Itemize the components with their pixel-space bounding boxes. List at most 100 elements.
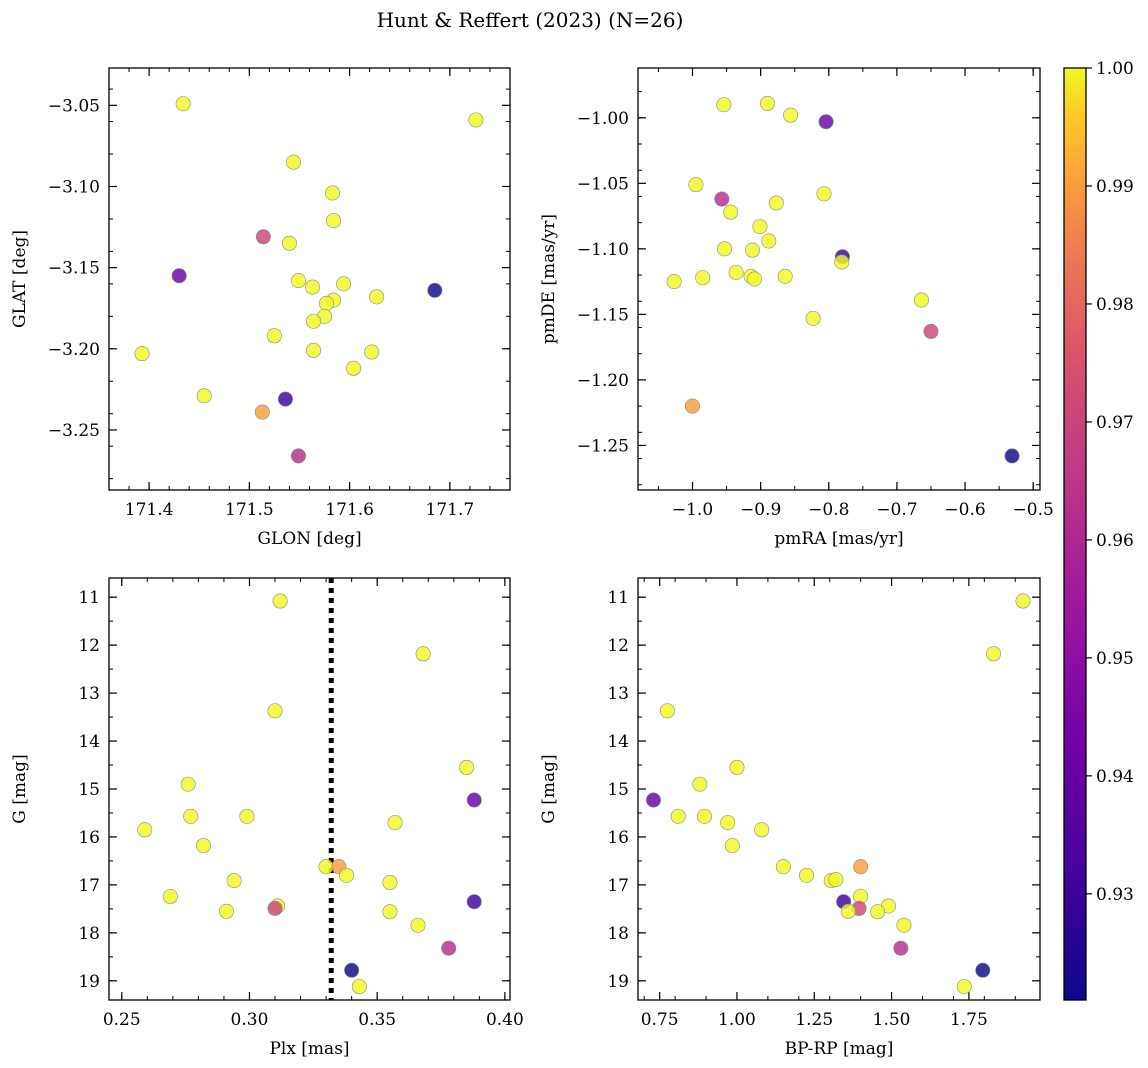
scatter-point bbox=[729, 759, 745, 775]
y-tick-label: 16 bbox=[78, 828, 100, 848]
axes-frame bbox=[108, 67, 511, 491]
y-tick-label: 15 bbox=[607, 780, 629, 800]
scatter-point bbox=[441, 940, 457, 956]
scatter-point bbox=[818, 114, 834, 130]
scatter-point bbox=[326, 213, 342, 229]
scatter-point bbox=[254, 404, 270, 420]
scatter-point bbox=[267, 900, 283, 916]
colorbar-tick-label: 1.00 bbox=[1096, 59, 1134, 79]
scatter-point bbox=[306, 313, 322, 329]
scatter-point bbox=[1004, 448, 1020, 464]
x-tick-label: 1.25 bbox=[795, 1010, 833, 1030]
scatter-point bbox=[754, 822, 770, 838]
scatter-point bbox=[714, 191, 730, 207]
axes-frame bbox=[637, 577, 1041, 1001]
scatter-point bbox=[266, 328, 282, 344]
scatter-point bbox=[290, 448, 306, 464]
y-tick-label: 18 bbox=[607, 924, 629, 944]
scatter-point bbox=[415, 646, 431, 662]
y-axis-label: GLAT [deg] bbox=[10, 230, 30, 328]
scatter-point bbox=[318, 859, 334, 875]
scatter-point bbox=[720, 815, 736, 831]
y-tick-label: −3.20 bbox=[48, 340, 100, 360]
scatter-point bbox=[1015, 593, 1031, 609]
x-tick-label: 171.4 bbox=[125, 500, 174, 520]
scatter-point bbox=[913, 292, 929, 308]
y-tick-label: 13 bbox=[607, 684, 629, 704]
scatter-point bbox=[281, 235, 297, 251]
chart-title: Hunt & Reffert (2023) (N=26) bbox=[377, 8, 684, 32]
y-tick-label: −1.25 bbox=[577, 436, 629, 456]
scatter-point bbox=[466, 792, 482, 808]
scatter-point bbox=[975, 962, 991, 978]
colorbar-tick-label: 0.93 bbox=[1096, 885, 1134, 905]
y-tick-label: −3.10 bbox=[48, 177, 100, 197]
scatter-point bbox=[344, 962, 360, 978]
scatter-point bbox=[923, 323, 939, 339]
scatter-point bbox=[783, 107, 799, 123]
colorbar-frame bbox=[1063, 67, 1087, 1001]
x-tick-label: 1.50 bbox=[873, 1010, 911, 1030]
colorbar-tick-label: 0.96 bbox=[1096, 531, 1134, 551]
scatter-point bbox=[226, 873, 242, 889]
scatter-point bbox=[175, 96, 191, 112]
y-tick-label: 11 bbox=[607, 588, 629, 608]
scatter-point bbox=[285, 154, 301, 170]
y-tick-label: 14 bbox=[607, 732, 629, 752]
x-tick-label: −1.0 bbox=[672, 500, 713, 520]
colorbar-tick-label: 0.95 bbox=[1096, 649, 1134, 669]
scatter-point bbox=[325, 185, 341, 201]
y-axis-label: pmDE [mas/yr] bbox=[539, 214, 559, 344]
scatter-point bbox=[305, 279, 321, 295]
scatter-point bbox=[670, 808, 686, 824]
x-tick-label: 0.25 bbox=[103, 1010, 141, 1030]
scatter-point bbox=[752, 219, 768, 235]
scatter-point bbox=[369, 289, 385, 305]
colorbar-gradient bbox=[1064, 68, 1086, 1000]
scatter-panel-4: 0.75 1.00 1.25 1.50 1.75 11 12 13 14 15 16 17 18 19 BP… bbox=[539, 577, 1041, 1059]
scatter-point bbox=[427, 282, 443, 298]
x-tick-label: −0.9 bbox=[740, 500, 781, 520]
y-tick-label: 11 bbox=[78, 588, 100, 608]
x-tick-label: −0.6 bbox=[944, 500, 985, 520]
x-axis-label: pmRA [mas/yr] bbox=[774, 529, 903, 549]
scatter-point bbox=[339, 867, 355, 883]
scatter-point bbox=[723, 204, 739, 220]
colorbar-tick-label: 0.99 bbox=[1096, 177, 1134, 197]
y-tick-label: −1.15 bbox=[577, 305, 629, 325]
scatter-point bbox=[896, 917, 912, 933]
scatter-point bbox=[277, 391, 293, 407]
y-tick-label: 17 bbox=[607, 876, 629, 896]
x-tick-label: 0.30 bbox=[231, 1010, 269, 1030]
scatter-point bbox=[239, 808, 255, 824]
scatter-panel-1: 171.4 171.5 171.6 171.7 −3.25 −3.20 −3.15 −3.10… bbox=[10, 67, 511, 549]
scatter-point bbox=[351, 979, 367, 995]
x-tick-label: 171.6 bbox=[325, 500, 374, 520]
scatter-point bbox=[695, 270, 711, 286]
scatter-point bbox=[387, 815, 403, 831]
scatter-point bbox=[717, 241, 733, 257]
y-tick-label: 15 bbox=[78, 780, 100, 800]
y-tick-label: 19 bbox=[607, 972, 629, 992]
y-tick-label: 12 bbox=[78, 636, 100, 656]
x-tick-label: −0.7 bbox=[876, 500, 917, 520]
scatter-point bbox=[893, 940, 909, 956]
scatter-point bbox=[137, 822, 153, 838]
scatter-point bbox=[834, 254, 850, 270]
x-tick-label: 1.00 bbox=[718, 1010, 756, 1030]
scatter-point bbox=[290, 273, 306, 289]
scatter-point bbox=[761, 233, 777, 249]
y-tick-label: −3.15 bbox=[48, 259, 100, 279]
scatter-point bbox=[382, 875, 398, 891]
x-tick-label: 171.7 bbox=[426, 500, 475, 520]
scatter-point bbox=[468, 112, 484, 128]
y-tick-label: 13 bbox=[78, 684, 100, 704]
scatter-point bbox=[319, 295, 335, 311]
y-tick-label: 17 bbox=[78, 876, 100, 896]
y-tick-label: 19 bbox=[78, 972, 100, 992]
colorbar-tick-label: 0.97 bbox=[1096, 413, 1134, 433]
y-tick-label: 14 bbox=[78, 732, 100, 752]
scatter-point bbox=[382, 904, 398, 920]
scatter-point bbox=[870, 904, 886, 920]
colorbar-tick-label: 0.98 bbox=[1096, 295, 1134, 315]
